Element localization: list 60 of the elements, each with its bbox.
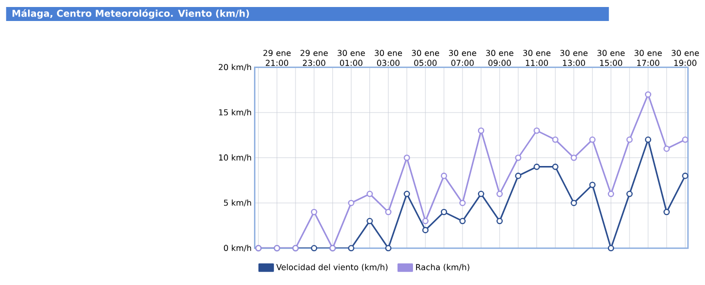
text: Málaga, Centro Meteorológico. Viento (km/h) bbox=[12, 9, 249, 19]
point bbox=[663, 208, 670, 216]
point bbox=[404, 190, 410, 198]
x-tick-label: 29 ene 23:00 bbox=[300, 50, 328, 66]
point bbox=[459, 200, 466, 206]
point bbox=[310, 208, 318, 216]
point bbox=[570, 154, 578, 162]
point bbox=[626, 136, 633, 143]
point bbox=[440, 172, 448, 180]
point bbox=[515, 172, 522, 180]
x-tick-label: 29 ene 21:00 bbox=[263, 50, 291, 66]
point bbox=[534, 164, 540, 170]
y-tick-label: 10 km/h bbox=[219, 154, 252, 162]
point bbox=[404, 154, 410, 162]
point bbox=[682, 172, 688, 180]
legend-label: Racha (km/h) bbox=[416, 264, 470, 272]
y-tick-label: 20 km/h bbox=[218, 64, 252, 71]
point bbox=[608, 190, 614, 198]
point bbox=[440, 208, 448, 216]
point bbox=[496, 190, 503, 198]
legend-label: Velocidad del viento (km/h) bbox=[276, 264, 388, 272]
x-tick-label: 30 ene 03:00 bbox=[374, 50, 402, 66]
point bbox=[589, 136, 596, 143]
point bbox=[478, 190, 484, 198]
point bbox=[682, 136, 688, 143]
x-tick-label: 30 ene 17:00 bbox=[634, 50, 662, 66]
point bbox=[478, 128, 484, 134]
x-tick-label: 30 ene 15:00 bbox=[597, 50, 625, 66]
point bbox=[534, 128, 540, 134]
point bbox=[422, 227, 429, 234]
x-tick-label: 30 ene 05:00 bbox=[412, 50, 440, 66]
x-tick-label: 30 ene 01:00 bbox=[338, 50, 365, 66]
point bbox=[663, 146, 670, 152]
point bbox=[422, 218, 429, 224]
point bbox=[570, 200, 578, 206]
x-tick-label: 30 ene 11:00 bbox=[523, 50, 550, 66]
point bbox=[589, 182, 596, 188]
y-tick-label: 0 km/h bbox=[224, 244, 252, 252]
point bbox=[626, 190, 633, 198]
point bbox=[385, 245, 392, 252]
point bbox=[644, 136, 652, 143]
point bbox=[348, 200, 354, 206]
x-tick-label: 30 ene 07:00 bbox=[448, 50, 476, 66]
y-tick-label: 15 km/h bbox=[219, 109, 252, 116]
point bbox=[552, 164, 558, 170]
x-tick-label: 30 ene 19:00 bbox=[672, 50, 699, 66]
point bbox=[552, 136, 558, 143]
point bbox=[644, 91, 652, 98]
point bbox=[310, 245, 318, 252]
point bbox=[515, 154, 522, 162]
point bbox=[608, 245, 614, 252]
point bbox=[459, 218, 466, 224]
point bbox=[496, 218, 503, 224]
y-tick-label: 5 km/h bbox=[224, 200, 252, 207]
x-tick-label: 30 ene 09:00 bbox=[486, 50, 514, 66]
point bbox=[385, 208, 392, 216]
point bbox=[366, 218, 373, 224]
x-tick-label: 30 ene 13:00 bbox=[560, 50, 588, 66]
point bbox=[366, 190, 373, 198]
point bbox=[348, 245, 354, 252]
